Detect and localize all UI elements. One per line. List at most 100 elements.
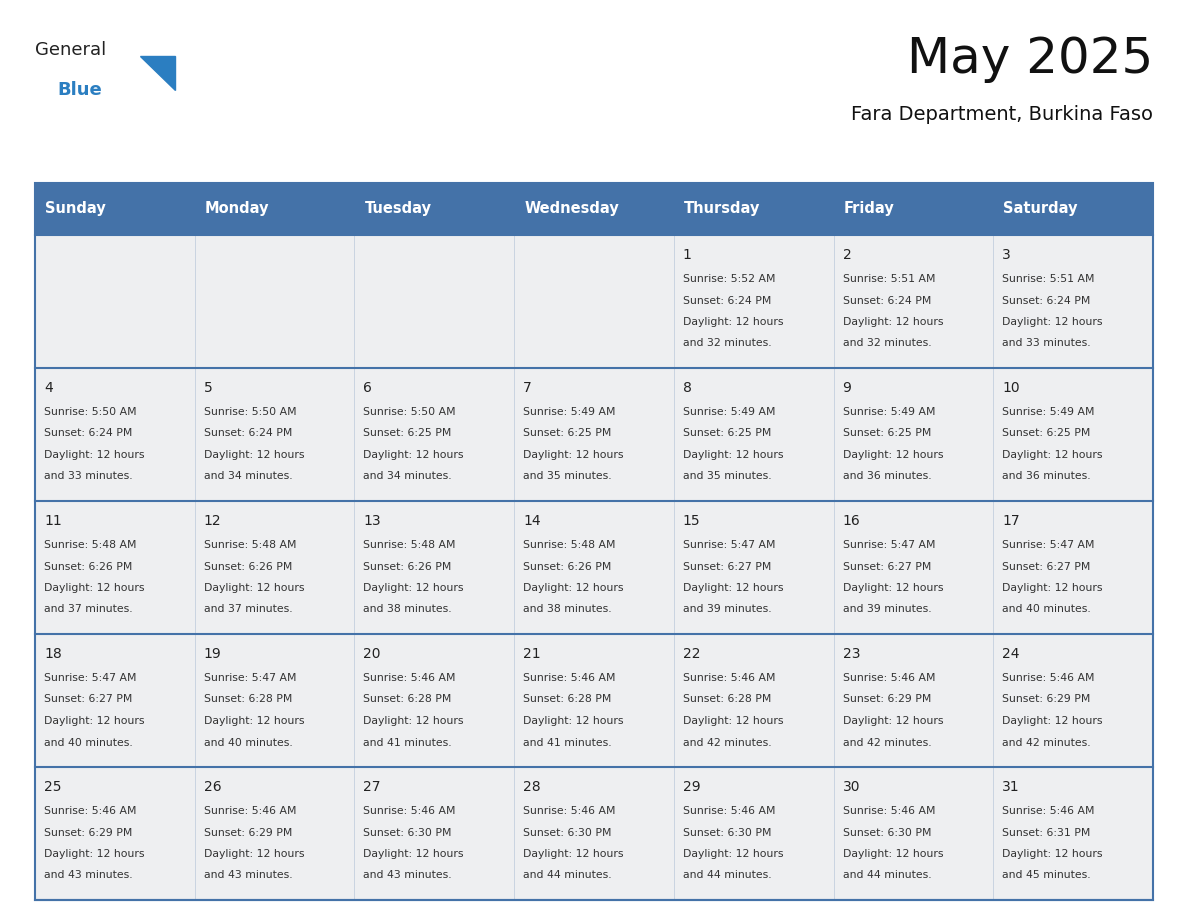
Text: Sunset: 6:25 PM: Sunset: 6:25 PM (683, 429, 771, 439)
Text: Sunrise: 5:46 AM: Sunrise: 5:46 AM (364, 673, 456, 683)
Text: Sunset: 6:27 PM: Sunset: 6:27 PM (842, 562, 931, 572)
Text: Sunset: 6:27 PM: Sunset: 6:27 PM (683, 562, 771, 572)
Text: Sunset: 6:27 PM: Sunset: 6:27 PM (44, 695, 132, 704)
Text: Sunset: 6:30 PM: Sunset: 6:30 PM (523, 827, 612, 837)
Text: and 45 minutes.: and 45 minutes. (1003, 870, 1091, 880)
Text: and 42 minutes.: and 42 minutes. (683, 737, 771, 747)
Text: Sunset: 6:25 PM: Sunset: 6:25 PM (523, 429, 612, 439)
Text: Daylight: 12 hours: Daylight: 12 hours (842, 450, 943, 460)
Text: and 36 minutes.: and 36 minutes. (842, 472, 931, 482)
Text: Daylight: 12 hours: Daylight: 12 hours (364, 583, 465, 593)
Text: Sunset: 6:26 PM: Sunset: 6:26 PM (44, 562, 132, 572)
Text: 11: 11 (44, 514, 62, 528)
Bar (834, 501, 993, 634)
Bar (195, 183, 354, 235)
Bar (834, 368, 993, 501)
Text: Sunset: 6:28 PM: Sunset: 6:28 PM (523, 695, 612, 704)
Text: May 2025: May 2025 (906, 35, 1154, 83)
Text: 3: 3 (1003, 248, 1011, 262)
Text: Sunrise: 5:46 AM: Sunrise: 5:46 AM (683, 806, 776, 816)
Text: Sunset: 6:29 PM: Sunset: 6:29 PM (44, 827, 132, 837)
Text: Daylight: 12 hours: Daylight: 12 hours (683, 450, 783, 460)
Bar (34, 183, 1154, 900)
Bar (34, 767, 195, 900)
Text: Daylight: 12 hours: Daylight: 12 hours (523, 583, 624, 593)
Bar (34, 235, 195, 368)
Bar (354, 767, 514, 900)
Bar (354, 368, 514, 501)
Text: Sunset: 6:30 PM: Sunset: 6:30 PM (842, 827, 931, 837)
Text: Daylight: 12 hours: Daylight: 12 hours (44, 450, 145, 460)
Text: and 33 minutes.: and 33 minutes. (1003, 339, 1091, 349)
Text: Daylight: 12 hours: Daylight: 12 hours (842, 716, 943, 726)
Text: Saturday: Saturday (1004, 201, 1078, 217)
Text: 30: 30 (842, 780, 860, 794)
Text: 28: 28 (523, 780, 541, 794)
Bar (674, 235, 834, 368)
Text: Sunrise: 5:49 AM: Sunrise: 5:49 AM (683, 407, 776, 417)
Text: Sunrise: 5:46 AM: Sunrise: 5:46 AM (1003, 673, 1095, 683)
Text: and 35 minutes.: and 35 minutes. (683, 472, 771, 482)
Text: Sunset: 6:28 PM: Sunset: 6:28 PM (203, 695, 292, 704)
Text: 29: 29 (683, 780, 701, 794)
Text: and 40 minutes.: and 40 minutes. (44, 737, 133, 747)
Text: and 43 minutes.: and 43 minutes. (203, 870, 292, 880)
Text: Sunset: 6:30 PM: Sunset: 6:30 PM (683, 827, 771, 837)
Text: and 39 minutes.: and 39 minutes. (842, 604, 931, 614)
Bar (834, 235, 993, 368)
Text: 13: 13 (364, 514, 381, 528)
Text: Sunset: 6:27 PM: Sunset: 6:27 PM (1003, 562, 1091, 572)
Text: 2: 2 (842, 248, 852, 262)
Text: Sunrise: 5:46 AM: Sunrise: 5:46 AM (203, 806, 296, 816)
Text: Blue: Blue (57, 81, 102, 99)
Text: Daylight: 12 hours: Daylight: 12 hours (523, 716, 624, 726)
Text: Sunset: 6:24 PM: Sunset: 6:24 PM (1003, 296, 1091, 306)
Bar (514, 501, 674, 634)
Bar (514, 183, 674, 235)
Text: 27: 27 (364, 780, 381, 794)
Text: Daylight: 12 hours: Daylight: 12 hours (203, 716, 304, 726)
Text: and 42 minutes.: and 42 minutes. (1003, 737, 1091, 747)
Bar (674, 183, 834, 235)
Text: Sunrise: 5:47 AM: Sunrise: 5:47 AM (1003, 540, 1095, 550)
Text: Sunrise: 5:48 AM: Sunrise: 5:48 AM (364, 540, 456, 550)
Text: Daylight: 12 hours: Daylight: 12 hours (1003, 317, 1102, 327)
Text: 26: 26 (203, 780, 221, 794)
Bar (674, 767, 834, 900)
Text: 21: 21 (523, 647, 541, 661)
Text: and 44 minutes.: and 44 minutes. (523, 870, 612, 880)
Text: Sunrise: 5:50 AM: Sunrise: 5:50 AM (44, 407, 137, 417)
Text: 4: 4 (44, 381, 52, 395)
Text: Sunrise: 5:48 AM: Sunrise: 5:48 AM (523, 540, 615, 550)
Text: Sunrise: 5:47 AM: Sunrise: 5:47 AM (842, 540, 935, 550)
Text: Sunset: 6:31 PM: Sunset: 6:31 PM (1003, 827, 1091, 837)
Text: 19: 19 (203, 647, 221, 661)
Text: Sunset: 6:24 PM: Sunset: 6:24 PM (683, 296, 771, 306)
Text: Sunrise: 5:48 AM: Sunrise: 5:48 AM (203, 540, 296, 550)
Text: Sunset: 6:28 PM: Sunset: 6:28 PM (364, 695, 451, 704)
Bar (34, 368, 195, 501)
Text: 7: 7 (523, 381, 532, 395)
Text: Daylight: 12 hours: Daylight: 12 hours (1003, 716, 1102, 726)
Text: and 44 minutes.: and 44 minutes. (683, 870, 771, 880)
Text: Thursday: Thursday (684, 201, 760, 217)
Text: Daylight: 12 hours: Daylight: 12 hours (1003, 583, 1102, 593)
Bar (34, 634, 195, 767)
Text: Sunrise: 5:51 AM: Sunrise: 5:51 AM (1003, 274, 1095, 284)
Text: Daylight: 12 hours: Daylight: 12 hours (1003, 849, 1102, 859)
Text: Daylight: 12 hours: Daylight: 12 hours (364, 716, 465, 726)
Bar (195, 634, 354, 767)
Text: and 43 minutes.: and 43 minutes. (44, 870, 133, 880)
Text: and 37 minutes.: and 37 minutes. (203, 604, 292, 614)
Text: Sunset: 6:26 PM: Sunset: 6:26 PM (203, 562, 292, 572)
Text: 20: 20 (364, 647, 381, 661)
Text: Sunset: 6:24 PM: Sunset: 6:24 PM (44, 429, 132, 439)
Text: Daylight: 12 hours: Daylight: 12 hours (842, 849, 943, 859)
Text: Sunrise: 5:46 AM: Sunrise: 5:46 AM (842, 806, 935, 816)
Text: Daylight: 12 hours: Daylight: 12 hours (44, 716, 145, 726)
Text: Sunset: 6:29 PM: Sunset: 6:29 PM (1003, 695, 1091, 704)
Text: Sunset: 6:25 PM: Sunset: 6:25 PM (842, 429, 931, 439)
Text: Friday: Friday (843, 201, 895, 217)
Text: Sunrise: 5:46 AM: Sunrise: 5:46 AM (44, 806, 137, 816)
Bar (993, 368, 1154, 501)
